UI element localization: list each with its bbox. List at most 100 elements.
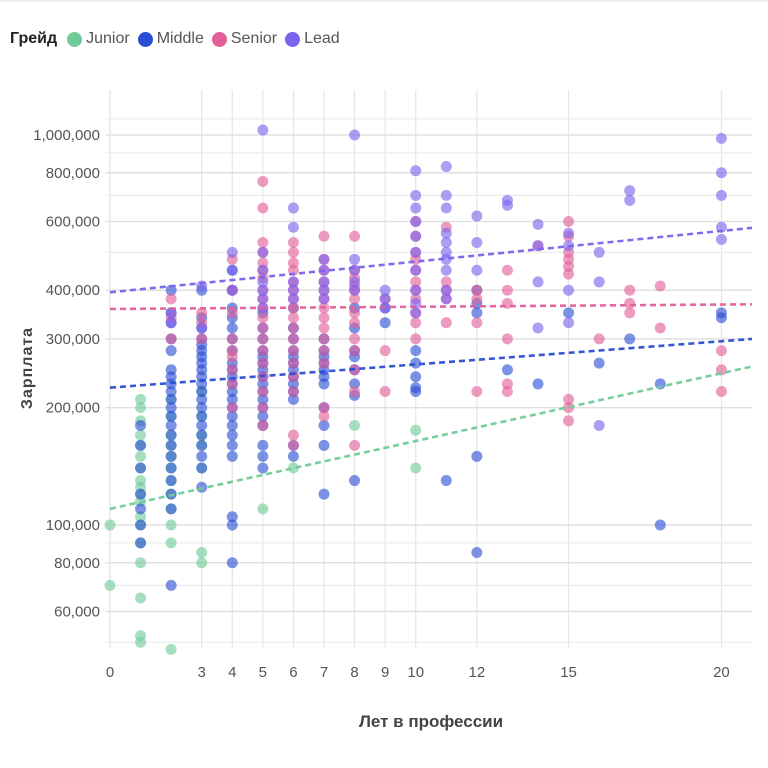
point-middle bbox=[410, 345, 422, 357]
point-senior bbox=[501, 378, 513, 390]
point-senior bbox=[563, 415, 575, 427]
point-lead bbox=[318, 284, 330, 296]
point-lead bbox=[624, 194, 636, 206]
point-junior bbox=[349, 419, 361, 431]
legend-title: Грейд bbox=[10, 30, 58, 47]
x-tick-label: 6 bbox=[289, 664, 297, 681]
point-middle bbox=[318, 419, 330, 431]
point-lead bbox=[440, 293, 452, 305]
point-lead bbox=[532, 276, 544, 288]
point-middle bbox=[165, 450, 177, 462]
point-middle bbox=[135, 488, 147, 500]
point-middle bbox=[165, 579, 177, 591]
point-lead bbox=[349, 276, 361, 288]
point-senior bbox=[349, 345, 361, 357]
point-middle bbox=[715, 312, 727, 324]
y-tick-label: 600,000 bbox=[46, 214, 100, 231]
point-middle bbox=[196, 385, 208, 397]
point-lead bbox=[318, 276, 330, 288]
point-lead bbox=[287, 284, 299, 296]
point-senior bbox=[318, 402, 330, 414]
point-junior bbox=[104, 579, 116, 591]
trend-line-senior bbox=[109, 303, 753, 311]
point-middle bbox=[165, 410, 177, 422]
point-senior bbox=[226, 351, 238, 363]
point-middle bbox=[196, 393, 208, 405]
point-senior bbox=[624, 297, 636, 309]
point-middle bbox=[257, 462, 269, 474]
point-junior bbox=[257, 503, 269, 515]
x-tick-label: 9 bbox=[381, 664, 389, 681]
point-senior bbox=[226, 402, 238, 414]
legend-item-lead[interactable]: Lead bbox=[285, 30, 340, 48]
legend-item-middle[interactable]: Middle bbox=[137, 30, 204, 48]
point-middle bbox=[226, 393, 238, 405]
point-lead bbox=[715, 132, 727, 144]
point-senior bbox=[349, 385, 361, 397]
point-lead bbox=[501, 199, 513, 211]
x-tick-label: 5 bbox=[259, 664, 267, 681]
point-middle bbox=[165, 439, 177, 451]
legend-item-junior[interactable]: Junior bbox=[67, 30, 130, 48]
x-tick-label: 12 bbox=[469, 664, 486, 681]
top-border bbox=[0, 0, 768, 2]
point-lead bbox=[440, 264, 452, 276]
point-middle bbox=[532, 378, 544, 390]
point-senior bbox=[654, 280, 666, 292]
point-middle bbox=[226, 450, 238, 462]
point-lead bbox=[563, 284, 575, 296]
point-senior bbox=[593, 333, 605, 345]
point-lead bbox=[593, 276, 605, 288]
legend-item-senior[interactable]: Senior bbox=[211, 30, 277, 48]
point-senior bbox=[287, 345, 299, 357]
point-senior bbox=[318, 357, 330, 369]
point-lead bbox=[440, 284, 452, 296]
y-tick-label: 1,000,000 bbox=[33, 127, 100, 144]
point-lead bbox=[410, 202, 422, 214]
x-tick-label: 3 bbox=[198, 664, 206, 681]
point-senior bbox=[563, 261, 575, 273]
point-senior bbox=[287, 429, 299, 441]
trend-line-middle bbox=[109, 337, 753, 389]
point-lead bbox=[440, 227, 452, 239]
trend-line-lead bbox=[109, 226, 753, 294]
point-middle bbox=[226, 410, 238, 422]
legend-marker-junior bbox=[67, 31, 83, 47]
point-middle bbox=[593, 357, 605, 369]
point-junior bbox=[196, 547, 208, 559]
point-lead bbox=[563, 227, 575, 239]
point-senior bbox=[257, 175, 269, 187]
point-middle bbox=[226, 557, 238, 569]
point-middle bbox=[165, 503, 177, 515]
point-middle bbox=[165, 284, 177, 296]
point-senior bbox=[287, 322, 299, 334]
point-senior bbox=[165, 333, 177, 345]
point-middle bbox=[257, 450, 269, 462]
point-lead bbox=[257, 264, 269, 276]
point-middle bbox=[196, 450, 208, 462]
point-lead bbox=[410, 264, 422, 276]
point-junior bbox=[165, 537, 177, 549]
point-lead bbox=[532, 322, 544, 334]
y-tick-label: 300,000 bbox=[46, 331, 100, 348]
point-middle bbox=[287, 450, 299, 462]
point-middle bbox=[318, 378, 330, 390]
point-lead bbox=[349, 129, 361, 141]
point-senior bbox=[471, 284, 483, 296]
point-senior bbox=[318, 345, 330, 357]
point-senior bbox=[257, 419, 269, 431]
point-middle bbox=[226, 322, 238, 334]
point-senior bbox=[471, 293, 483, 305]
data-points bbox=[104, 124, 727, 655]
x-tick-label: 0 bbox=[106, 664, 114, 681]
point-senior bbox=[318, 230, 330, 242]
point-middle bbox=[501, 364, 513, 376]
point-middle bbox=[226, 429, 238, 441]
point-lead bbox=[257, 246, 269, 258]
point-senior bbox=[257, 237, 269, 249]
point-lead bbox=[318, 253, 330, 265]
point-lead bbox=[349, 284, 361, 296]
point-senior bbox=[563, 402, 575, 414]
point-lead bbox=[624, 185, 636, 197]
